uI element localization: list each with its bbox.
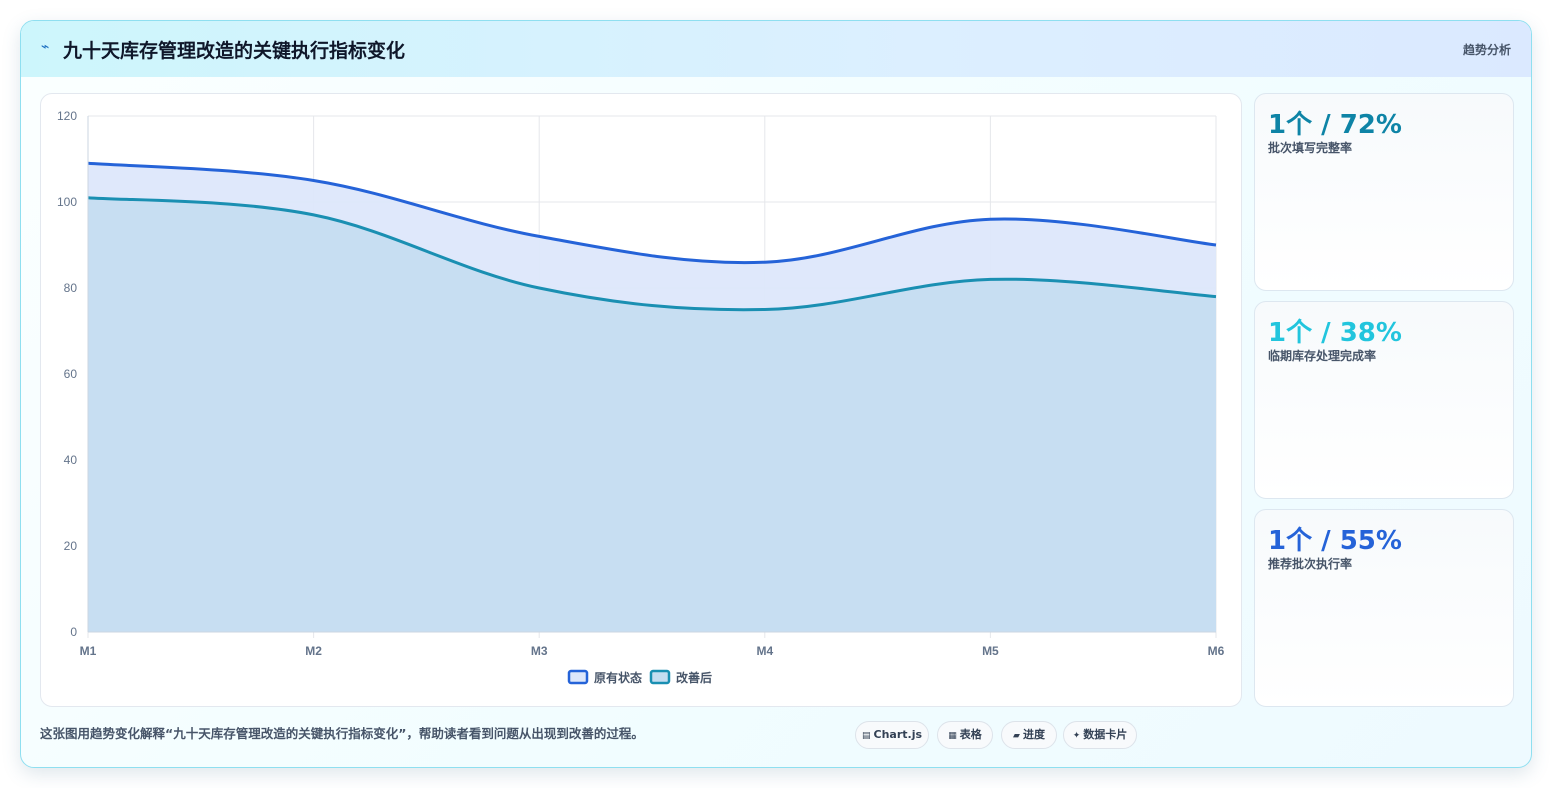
y-tick-label: 60: [64, 367, 78, 381]
chart-panel: 0 20 40 60 80 100 120 M1 M2 M3 M4 M5 M6 原有状态 改善后: [40, 93, 1242, 707]
legend-label: 改善后: [676, 670, 712, 685]
metric-label: 批次填写完整率: [1268, 141, 1353, 155]
chip-progress[interactable]: ▰ 进度: [1001, 721, 1057, 749]
x-tick-label: M3: [531, 644, 548, 658]
dashboard-card: ⌁ 九十天库存管理改造的关键执行指标变化 趋势分析 0 20 40 60 80 100 12…: [20, 20, 1532, 768]
area-chart: 0 20 40 60 80 100 120 M1 M2 M3 M4 M5 M6 原有状态 改善后: [57, 109, 1225, 685]
page-title: 九十天库存管理改造的关键执行指标变化: [63, 40, 406, 62]
card-header: ⌁ 九十天库存管理改造的关键执行指标变化 趋势分析: [21, 21, 1531, 77]
legend-swatch: [567, 669, 589, 685]
x-tick-label: M4: [756, 644, 773, 658]
y-tick-label: 0: [70, 625, 77, 639]
legend-swatch: [649, 669, 671, 685]
legend-label: 原有状态: [594, 670, 642, 685]
chart-icon: ▤: [861, 731, 871, 741]
chip-chartjs[interactable]: ▤ Chart.js: [855, 721, 929, 749]
x-tick-label: M1: [80, 644, 97, 658]
chip-data-card[interactable]: ✦ 数据卡片: [1063, 721, 1137, 749]
series-line-2: [87, 196, 1217, 312]
chip-table[interactable]: ▦ 表格: [937, 721, 993, 749]
progress-icon: ▰: [1013, 731, 1020, 741]
x-tick-label: M6: [1208, 644, 1225, 658]
y-tick-label: 80: [64, 281, 78, 295]
chart-footnote: 这张图用趋势变化解释“九十天库存管理改造的关键执行指标变化”，帮助读者看到问题从…: [40, 726, 644, 741]
series-line-1: [87, 161, 1217, 265]
metric-card-2: 1个 / 38% 临期库存处理完成率: [1254, 301, 1514, 499]
chip-label: Chart.js: [873, 728, 923, 741]
metric-card-1: 1个 / 72% 批次填写完整率: [1254, 93, 1514, 291]
metric-card-3: 1个 / 55% 推荐批次执行率: [1254, 509, 1514, 707]
chip-label: 进度: [1022, 728, 1045, 741]
metric-value: 1个 / 72%: [1268, 110, 1402, 140]
bolt-icon: ⌁: [41, 39, 50, 55]
header-tag: 趋势分析: [1462, 43, 1511, 57]
series-area-2: [88, 197, 1216, 632]
y-tick-label: 40: [64, 453, 78, 467]
x-tick-label: M5: [982, 644, 999, 658]
metric-value: 1个 / 55%: [1268, 526, 1402, 556]
chip-label: 表格: [959, 728, 982, 741]
metric-label: 推荐批次执行率: [1268, 557, 1353, 571]
table-icon: ▦: [948, 731, 957, 741]
y-tick-label: 100: [57, 195, 77, 209]
metric-label: 临期库存处理完成率: [1268, 349, 1377, 363]
y-tick-label: 120: [57, 109, 77, 123]
metric-value: 1个 / 38%: [1268, 318, 1402, 348]
x-tick-label: M2: [305, 644, 322, 658]
chip-label: 数据卡片: [1083, 728, 1128, 741]
y-tick-label: 20: [64, 539, 78, 553]
sparkle-icon: ✦: [1072, 731, 1081, 741]
